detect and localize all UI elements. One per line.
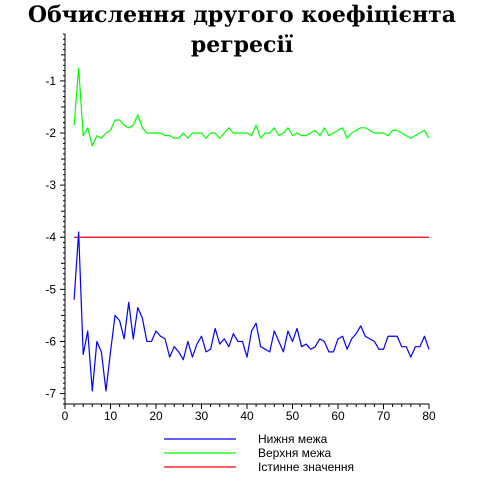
legend-label: Істинне значення: [258, 460, 354, 474]
x-tick-label: 60: [331, 409, 345, 423]
series-line-1: [73, 231, 430, 392]
y-tick-label: -5: [45, 282, 56, 296]
x-tick-label: 40: [240, 409, 254, 423]
x-tick-label: 50: [286, 409, 300, 423]
chart-title: Обчислення другого коефіцієнта регресії: [27, 2, 457, 58]
y-tick-label: -1: [45, 74, 56, 88]
legend-label: Нижня межа: [258, 432, 328, 446]
x-tick-label: 70: [377, 409, 391, 423]
y-tick-label: -4: [45, 230, 56, 244]
x-tick-label: 30: [195, 409, 209, 423]
axes: 0 10 20 30 40 50 60 70 80 -1 -2 -3 -4 -5 -6 -7: [45, 33, 436, 423]
y-tick-label: -2: [45, 126, 56, 140]
y-tick-label: -6: [45, 334, 56, 348]
legend-label: Верхня межа: [258, 446, 331, 460]
series-line-2: [73, 67, 430, 147]
series-layer: [73, 67, 430, 392]
x-tick-label: 10: [104, 409, 118, 423]
y-tick-label: -3: [45, 178, 56, 192]
y-tick-label: -7: [45, 387, 56, 401]
x-tick-label: 0: [62, 409, 69, 423]
x-tick-label: 80: [422, 409, 436, 423]
x-tick-label: 20: [149, 409, 163, 423]
